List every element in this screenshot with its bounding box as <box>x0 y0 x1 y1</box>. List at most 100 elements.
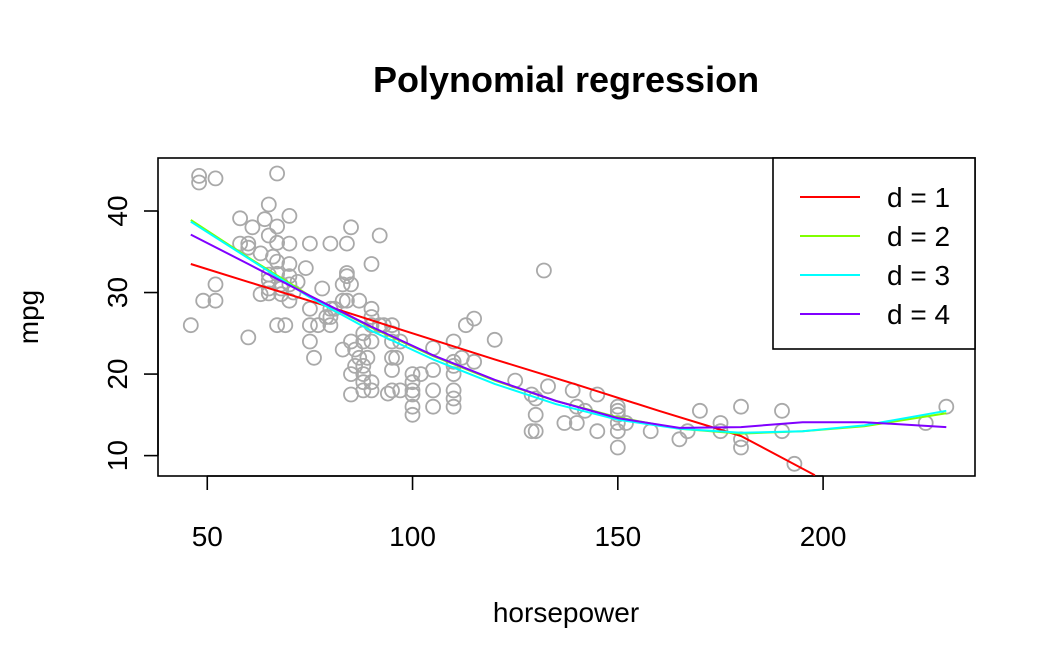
data-point <box>363 300 380 317</box>
data-point <box>733 439 749 456</box>
data-point <box>363 317 380 334</box>
legend-label: d = 3 <box>887 260 950 291</box>
data-point <box>269 253 286 270</box>
data-point <box>207 276 224 293</box>
data-point <box>445 382 462 399</box>
data-point <box>191 174 208 191</box>
data-point <box>343 366 359 383</box>
data-point <box>363 382 380 399</box>
data-point <box>445 398 462 415</box>
data-point <box>256 211 273 228</box>
data-point <box>355 366 372 383</box>
data-point <box>314 280 331 297</box>
data-point <box>281 276 298 293</box>
data-point <box>355 357 372 374</box>
data-point <box>609 423 626 440</box>
data-point <box>343 219 359 236</box>
x-axis: 50 100 150 200 <box>192 475 846 552</box>
data-point <box>359 349 376 366</box>
data-point <box>466 310 483 327</box>
data-point <box>527 390 544 407</box>
x-tick-label: 150 <box>594 521 641 552</box>
data-point <box>618 415 634 431</box>
data-point <box>540 378 556 395</box>
fit-line-3 <box>190 220 947 434</box>
data-point <box>244 219 261 236</box>
fit-line-4 <box>190 233 947 429</box>
data-point <box>384 382 400 399</box>
data-point <box>679 423 696 440</box>
data-point <box>322 317 339 334</box>
data-point <box>774 402 790 419</box>
data-point <box>384 333 400 350</box>
data-point <box>425 382 442 399</box>
data-point <box>355 374 372 391</box>
data-point <box>301 317 318 334</box>
data-point <box>466 353 483 370</box>
data-point <box>355 333 372 350</box>
data-point <box>523 423 540 440</box>
data-point <box>338 268 355 285</box>
data-point <box>733 398 749 415</box>
data-point <box>338 265 355 281</box>
data-point <box>207 292 224 309</box>
legend-label: d = 1 <box>887 182 950 213</box>
data-point <box>609 398 626 415</box>
y-tick-label: 40 <box>102 195 133 226</box>
data-point <box>269 234 286 251</box>
data-point <box>322 309 339 325</box>
data-point <box>355 382 372 399</box>
data-point <box>347 341 364 358</box>
data-point <box>556 415 573 431</box>
data-point <box>334 276 351 293</box>
data-point <box>568 415 585 431</box>
data-point <box>281 235 298 252</box>
data-point <box>609 439 626 456</box>
legend-box <box>772 157 976 350</box>
data-point <box>404 366 421 383</box>
data-point <box>301 333 318 350</box>
data-point <box>269 218 286 235</box>
y-tick-label: 10 <box>102 440 133 471</box>
data-point <box>786 455 803 472</box>
data-point <box>260 227 277 244</box>
data-point <box>232 210 249 227</box>
data-point <box>318 309 335 325</box>
data-point <box>445 390 462 407</box>
x-axis-label: horsepower <box>493 597 639 628</box>
data-point <box>642 423 659 440</box>
data-point <box>671 431 688 448</box>
data-point <box>265 248 281 265</box>
fit-lines <box>190 219 947 476</box>
legend: d = 1 d = 2 d = 3 d = 4 <box>772 157 976 350</box>
y-axis: 10 20 30 40 <box>102 195 159 471</box>
data-point <box>182 317 199 334</box>
data-point <box>269 165 286 182</box>
data-point <box>252 286 269 303</box>
data-point <box>260 196 277 213</box>
data-point <box>404 374 421 391</box>
legend-label: d = 2 <box>887 221 950 252</box>
data-point <box>363 256 380 272</box>
data-point <box>269 317 286 334</box>
data-point <box>281 207 298 224</box>
data-point <box>351 292 368 309</box>
data-point <box>425 362 442 378</box>
legend-label: d = 4 <box>887 299 950 330</box>
data-point <box>404 398 421 415</box>
data-point <box>692 402 708 419</box>
data-point <box>326 300 343 317</box>
data-point <box>334 341 351 358</box>
data-point <box>347 357 364 374</box>
data-point <box>404 386 421 403</box>
data-point <box>338 235 355 252</box>
data-point <box>207 170 224 187</box>
data-point <box>527 406 544 423</box>
data-point <box>240 235 257 252</box>
data-point <box>589 423 606 440</box>
data-point <box>301 235 318 252</box>
data-point <box>191 167 208 184</box>
data-point <box>240 329 257 346</box>
data-point <box>306 349 322 366</box>
